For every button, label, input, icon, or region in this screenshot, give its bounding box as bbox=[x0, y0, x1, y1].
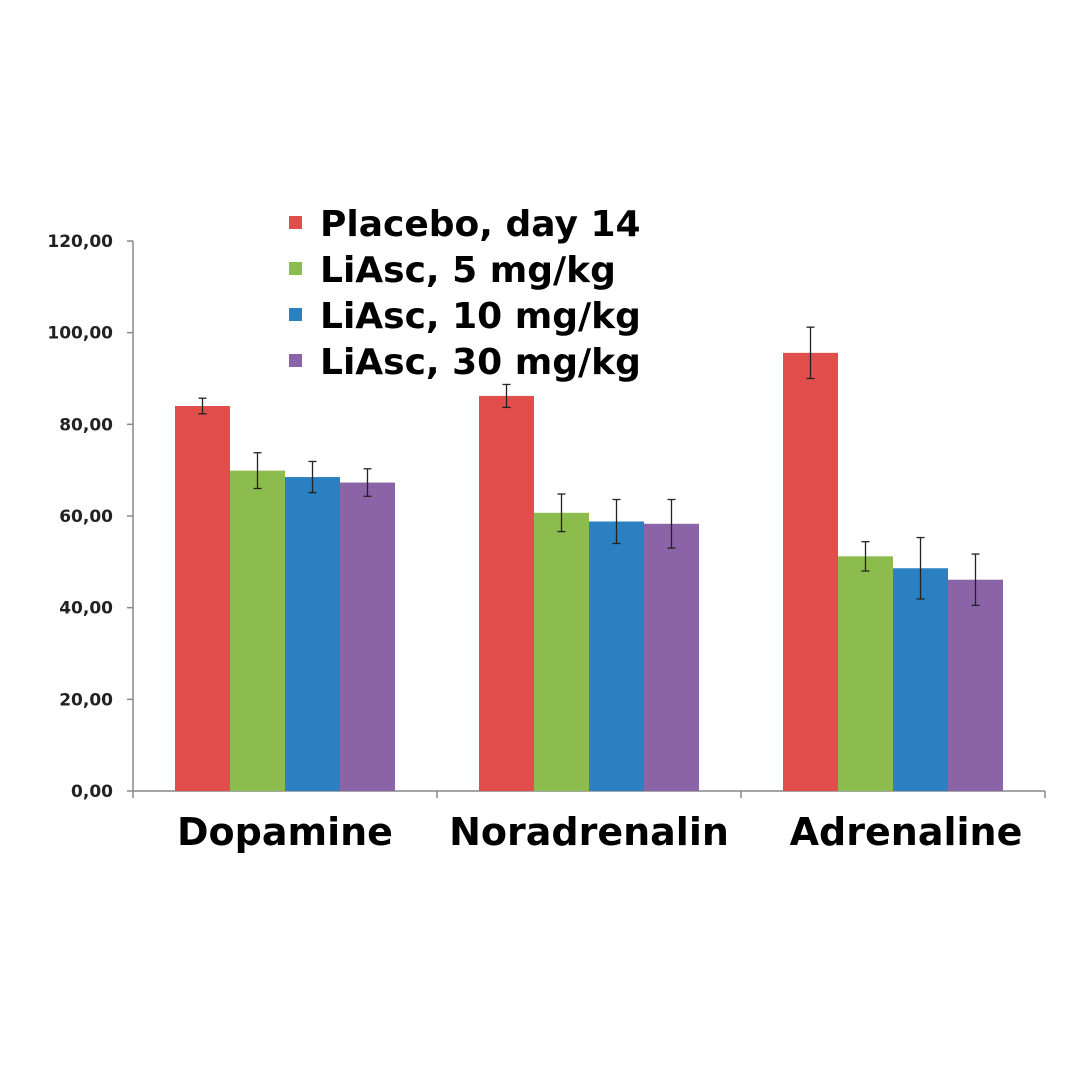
bar-liasc-30-mg-kg bbox=[948, 579, 1003, 791]
bar-liasc-5-mg-kg bbox=[838, 556, 893, 791]
bar-liasc-30-mg-kg bbox=[644, 523, 699, 791]
legend-swatch bbox=[289, 354, 302, 367]
legend-swatch bbox=[289, 216, 302, 229]
legend-label: LiAsc, 5 mg/kg bbox=[320, 250, 616, 291]
bar-placebo-day-14 bbox=[479, 395, 534, 791]
bar-placebo-day-14 bbox=[175, 406, 230, 791]
bar-liasc-10-mg-kg bbox=[589, 521, 644, 791]
legend-label: LiAsc, 10 mg/kg bbox=[320, 296, 641, 337]
legend-swatch bbox=[289, 262, 302, 275]
bar-liasc-10-mg-kg bbox=[893, 568, 948, 791]
x-category-label: Dopamine bbox=[177, 810, 393, 854]
legend-label: Placebo, day 14 bbox=[320, 204, 641, 245]
bar-liasc-5-mg-kg bbox=[230, 470, 285, 791]
y-tick-label: 100,00 bbox=[47, 324, 113, 344]
y-tick-label: 20,00 bbox=[59, 690, 113, 710]
bar-liasc-5-mg-kg bbox=[534, 512, 589, 791]
y-tick-label: 40,00 bbox=[59, 599, 113, 619]
bar-placebo-day-14 bbox=[783, 352, 838, 791]
x-category-label: Adrenaline bbox=[790, 810, 1023, 854]
bar-liasc-10-mg-kg bbox=[285, 477, 340, 791]
bar-liasc-30-mg-kg bbox=[340, 482, 395, 791]
y-tick-label: 120,00 bbox=[47, 232, 113, 252]
y-tick-label: 60,00 bbox=[59, 507, 113, 527]
y-tick-label: 0,00 bbox=[71, 782, 113, 802]
x-category-label: Noradrenalin bbox=[449, 810, 729, 854]
legend-swatch bbox=[289, 308, 302, 321]
y-tick-label: 80,00 bbox=[59, 415, 113, 435]
legend-label: LiAsc, 30 mg/kg bbox=[320, 342, 641, 383]
